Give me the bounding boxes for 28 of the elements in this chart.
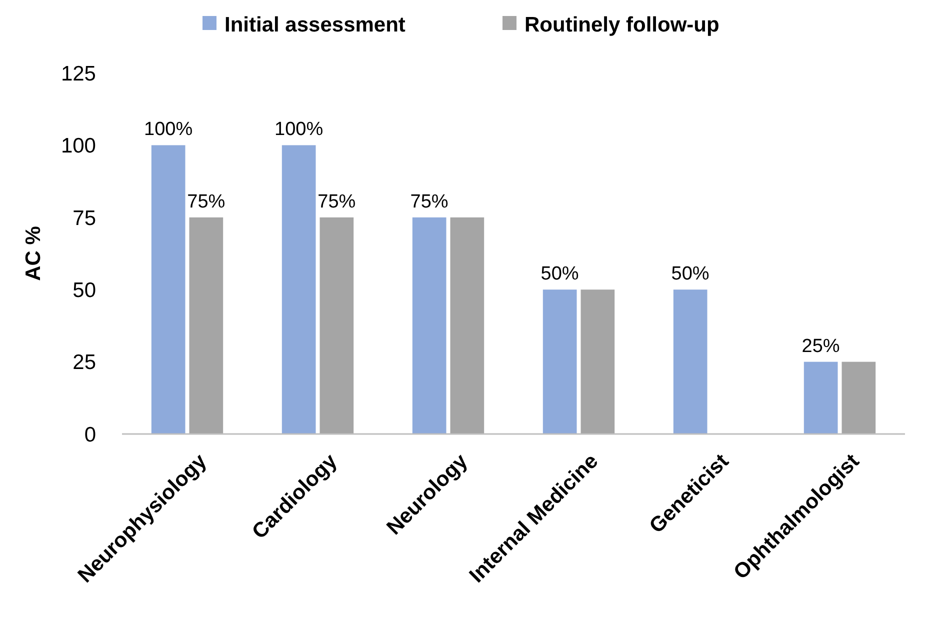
bar <box>804 362 838 434</box>
data-label: 75% <box>187 191 226 212</box>
data-label: 75% <box>410 191 448 212</box>
data-label: 25% <box>802 336 840 357</box>
y-tick-label: 0 <box>84 423 96 446</box>
y-tick-label: 75 <box>72 206 96 230</box>
bar <box>580 290 615 434</box>
bar <box>151 145 186 434</box>
bar <box>673 290 708 434</box>
bar <box>282 145 316 434</box>
y-tick-label: 125 <box>60 62 96 86</box>
data-label: 75% <box>318 191 356 212</box>
y-tick-label: 50 <box>72 278 96 302</box>
bar <box>189 217 224 434</box>
bar <box>320 217 354 434</box>
legend-label: Initial assessment <box>224 13 406 36</box>
bar <box>450 217 484 434</box>
data-label: 100% <box>144 119 193 140</box>
y-tick-label: 100 <box>60 134 96 158</box>
data-label: 50% <box>540 264 579 285</box>
bar <box>842 362 876 434</box>
y-axis-title: AC % <box>22 226 45 281</box>
y-tick-label: 25 <box>72 351 96 374</box>
bar <box>542 290 577 434</box>
data-label: 50% <box>671 264 710 285</box>
data-label: 100% <box>274 119 324 140</box>
bar <box>412 217 446 434</box>
legend-label: Routinely follow-up <box>524 13 720 36</box>
